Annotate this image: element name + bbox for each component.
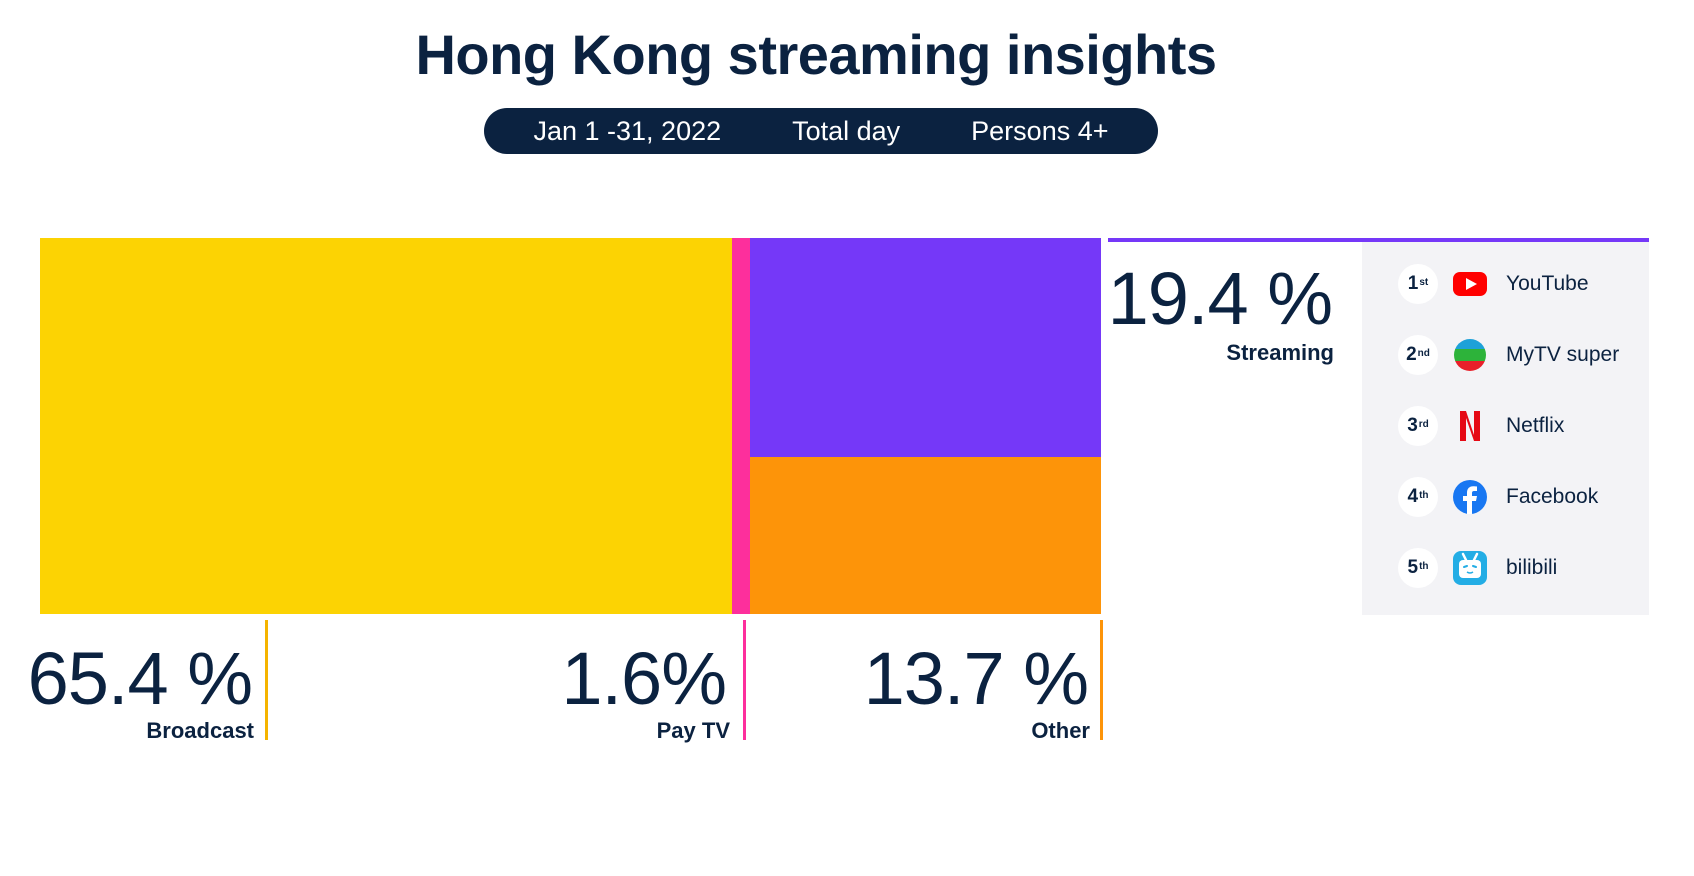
facebook-icon xyxy=(1453,480,1487,514)
netflix-icon xyxy=(1460,411,1480,441)
chart-title: Hong Kong streaming insights xyxy=(415,23,1217,86)
streaming-label: Streaming xyxy=(1226,340,1334,365)
other-label: Other xyxy=(1031,718,1090,743)
pay-tv-block xyxy=(732,238,750,614)
daypart-filter: Total day xyxy=(792,115,901,146)
platform-name: bilibili xyxy=(1506,556,1558,579)
platform-name: Facebook xyxy=(1506,485,1599,508)
streaming-value: 19.4 % xyxy=(1107,257,1333,340)
bilibili-icon xyxy=(1453,551,1487,585)
platform-name: Netflix xyxy=(1506,414,1565,437)
platform-name: MyTV super xyxy=(1506,343,1620,366)
mytv-super-icon xyxy=(1454,339,1486,371)
filter-bar: Jan 1 -31, 2022 Total day Persons 4+ xyxy=(484,108,1158,154)
pay-tv-label: Pay TV xyxy=(656,718,730,743)
pay-tv-value: 1.6% xyxy=(561,637,727,720)
other-block xyxy=(750,457,1101,614)
streaming-block xyxy=(750,238,1101,457)
pay-tv-divider xyxy=(743,620,746,740)
streaming-accent-line xyxy=(1108,238,1649,242)
broadcast-label: Broadcast xyxy=(146,718,254,743)
broadcast-divider xyxy=(265,620,268,740)
other-divider xyxy=(1100,620,1103,740)
audience-filter: Persons 4+ xyxy=(971,115,1109,146)
other-value: 13.7 % xyxy=(863,637,1089,720)
broadcast-value: 65.4 % xyxy=(27,637,253,720)
broadcast-block xyxy=(40,238,732,614)
date-range-filter: Jan 1 -31, 2022 xyxy=(533,115,722,146)
youtube-icon xyxy=(1453,272,1487,296)
platform-name: YouTube xyxy=(1506,272,1589,295)
